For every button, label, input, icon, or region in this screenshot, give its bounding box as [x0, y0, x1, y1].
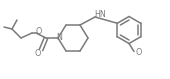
Text: HN: HN — [94, 10, 106, 19]
Text: O: O — [136, 48, 142, 57]
Text: N: N — [56, 32, 62, 41]
Text: O: O — [35, 49, 41, 58]
Text: O: O — [36, 27, 42, 36]
